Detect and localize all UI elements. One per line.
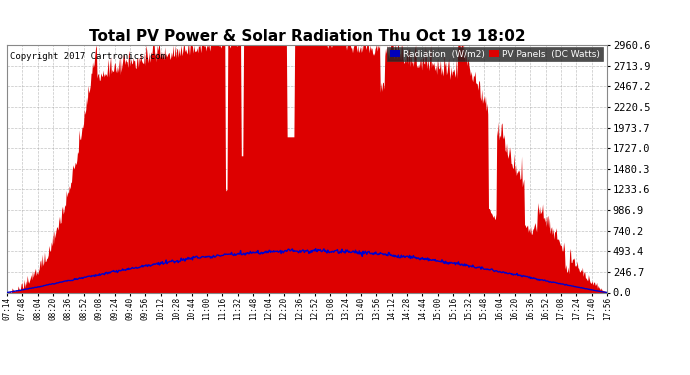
Text: Copyright 2017 Cartronics.com: Copyright 2017 Cartronics.com [10,53,166,62]
Legend: Radiation  (W/m2), PV Panels  (DC Watts): Radiation (W/m2), PV Panels (DC Watts) [387,47,602,62]
Title: Total PV Power & Solar Radiation Thu Oct 19 18:02: Total PV Power & Solar Radiation Thu Oct… [89,29,525,44]
